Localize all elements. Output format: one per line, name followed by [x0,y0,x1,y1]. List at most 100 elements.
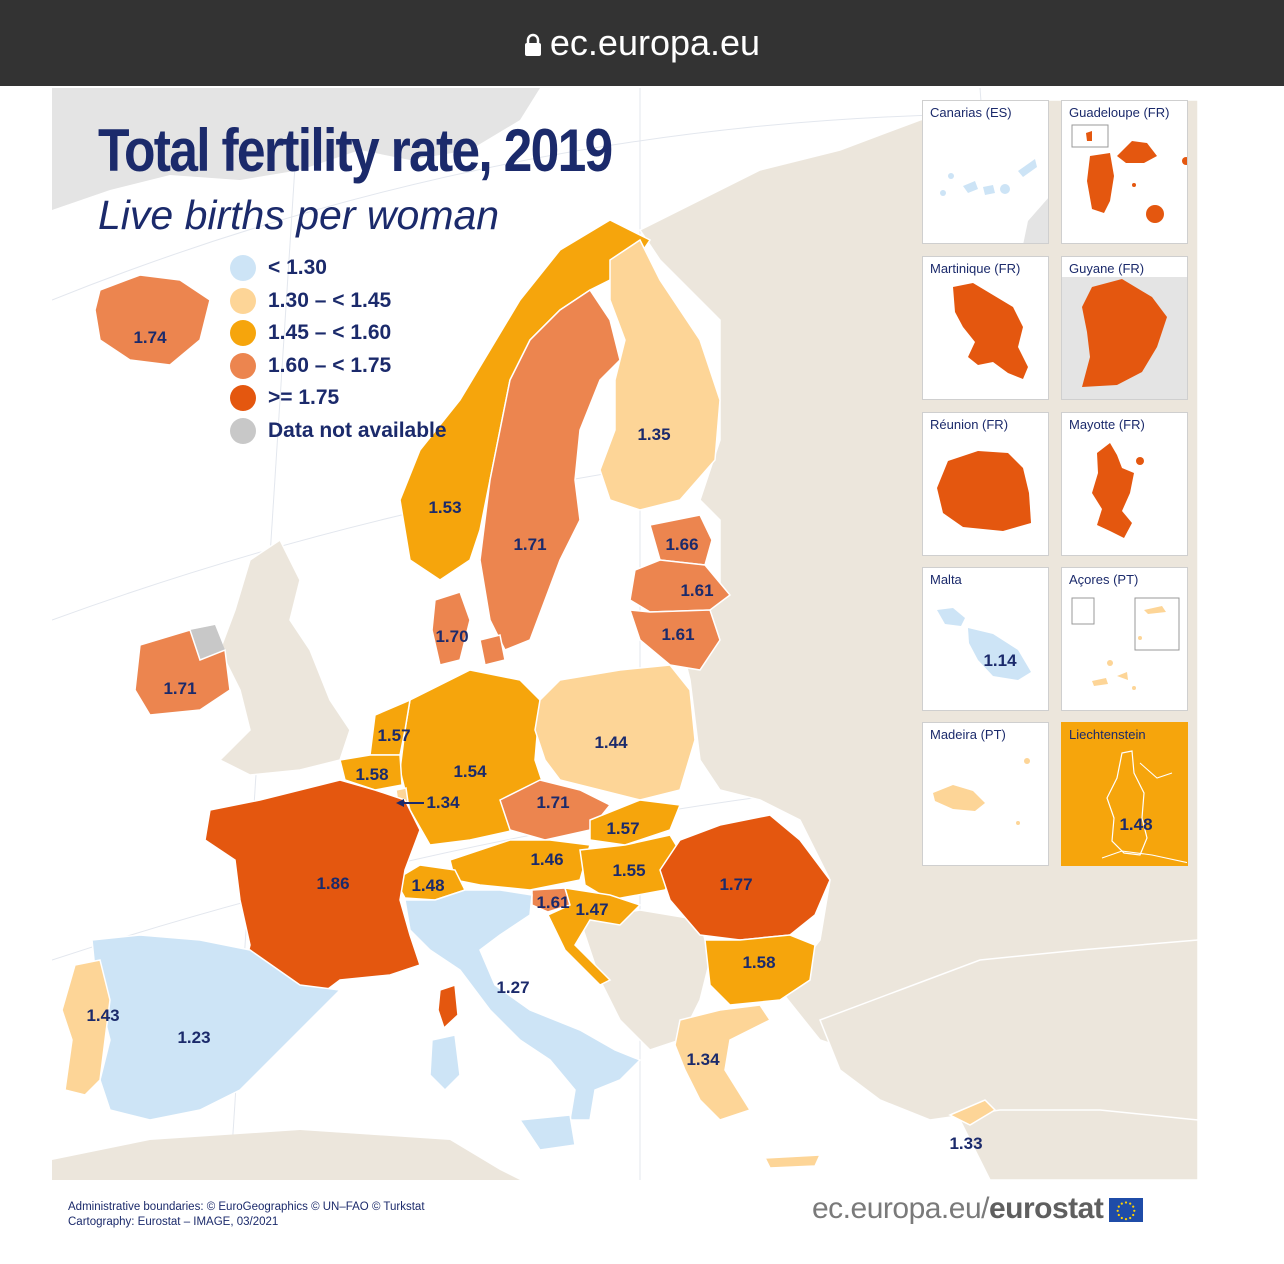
corsica [437,983,459,1030]
label-luxembourg: 1.34 [426,793,460,812]
label-finland: 1.35 [637,425,671,444]
malta-shapes [937,608,1031,680]
legend-item: >= 1.75 [230,382,447,415]
romania [659,814,831,941]
guadeloupe-shapes [1071,124,1187,223]
lithuania [628,609,721,671]
label-portugal: 1.43 [86,1006,120,1025]
legend-swatch [230,417,256,444]
legend-item: < 1.30 [230,252,447,285]
legend-swatch [230,320,256,347]
guyane-shapes [1062,277,1187,399]
finland [599,238,721,511]
martinique-shapes [953,283,1028,379]
brand-name: eurostat [988,1192,1104,1225]
legend-label: < 1.30 [268,256,327,280]
label-iceland: 1.74 [133,328,167,347]
italy [404,889,642,1121]
inset-liechtenstein: Liechtenstein 1.48 [1061,722,1188,866]
label-poland: 1.44 [594,733,628,752]
portugal [61,959,111,1096]
liechtenstein-shapes [1101,750,1187,864]
crete [763,1154,822,1169]
inset-title: Canarias (ES) [930,105,1012,120]
label-belgium: 1.58 [355,765,389,784]
reunion-shapes [937,451,1031,531]
browser-address-bar: ec.europa.eu [0,0,1284,86]
map-credits: Administrative boundaries: © EuroGeograp… [68,1200,425,1230]
france [204,779,421,996]
label-estonia: 1.66 [665,535,699,554]
inset-title: Réunion (FR) [930,417,1009,432]
label-latvia: 1.61 [680,581,714,600]
inset-title: Martinique (FR) [930,261,1021,276]
greece [674,1004,772,1121]
inset-guyane: Guyane (FR) [1061,256,1188,400]
brand-prefix: ec.europa.eu/ [812,1192,989,1225]
inset-guadeloupe: Guadeloupe (FR) [1061,100,1188,244]
legend: < 1.30 1.30 – < 1.45 1.45 – < 1.60 1.60 … [230,252,447,447]
croatia [546,887,642,986]
austria [449,839,591,891]
acores-shapes [1071,597,1180,690]
inset-title: Guadeloupe (FR) [1069,105,1170,120]
legend-item: 1.45 – < 1.60 [230,317,447,350]
url-display[interactable]: ec.europa.eu [0,22,1284,64]
label-netherlands: 1.57 [377,726,411,745]
northern-ireland [190,625,225,660]
lock-icon [524,34,541,57]
ireland [134,629,231,716]
sicily [518,1114,576,1151]
map-subtitle: Live births per woman [98,192,500,238]
legend-item: 1.30 – < 1.45 [230,285,447,318]
label-greece: 1.34 [686,1050,720,1069]
label-croatia: 1.47 [575,900,609,919]
label-slovakia: 1.57 [606,819,640,838]
credit-cartography: Cartography: Eurostat – IMAGE, 03/2021 [68,1216,279,1228]
inset-title: Madeira (PT) [930,727,1006,742]
credit-boundaries: Administrative boundaries: © EuroGeograp… [68,1201,425,1213]
spain [91,934,342,1121]
legend-item: Data not available [230,415,447,448]
inset-value-liechtenstein: 1.48 [1119,815,1153,834]
inset-malta: Malta 1.14 [922,567,1049,711]
belgium [339,754,403,791]
label-spain: 1.23 [177,1028,211,1047]
latvia [629,559,732,613]
legend-label: >= 1.75 [268,386,340,410]
inset-title: Liechtenstein [1069,727,1146,742]
inset-value-malta: 1.14 [983,651,1017,670]
sweden [479,288,621,651]
uk-land [218,538,351,776]
label-czechia: 1.71 [536,793,570,812]
label-lithuania: 1.61 [661,625,695,644]
map-title: Total fertility rate, 2019 [98,117,613,184]
legend-swatch [230,352,256,379]
africa-land [52,1130,520,1180]
eurostat-brand[interactable]: ec.europa.eu/eurostat [812,1192,1144,1226]
label-slovenia: 1.61 [536,893,570,912]
legend-item: 1.60 – < 1.75 [230,350,447,383]
label-ireland: 1.71 [163,679,197,698]
netherlands [369,698,411,756]
label-denmark: 1.70 [435,627,469,646]
label-germany: 1.54 [453,762,487,781]
legend-label: 1.60 – < 1.75 [268,353,392,377]
legend-label: Data not available [268,418,447,442]
iceland [94,274,211,366]
inset-title: Guyane (FR) [1069,261,1145,276]
label-austria: 1.46 [530,850,564,869]
slovakia [589,799,682,846]
poland [534,664,696,801]
inset-mayotte: Mayotte (FR) [1061,412,1188,556]
bulgaria [704,934,816,1006]
cyprus [948,1099,997,1126]
label-sweden: 1.71 [513,535,547,554]
inset-title: Açores (PT) [1069,572,1139,587]
label-italy: 1.27 [496,978,530,997]
greenland-land [52,88,540,210]
legend-swatch [230,255,256,282]
legend-label: 1.45 – < 1.60 [268,321,392,345]
inset-canarias: Canarias (ES) [922,100,1049,244]
mayotte-shapes [1092,443,1144,538]
